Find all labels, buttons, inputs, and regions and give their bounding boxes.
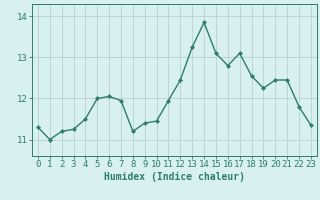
X-axis label: Humidex (Indice chaleur): Humidex (Indice chaleur): [104, 172, 245, 182]
